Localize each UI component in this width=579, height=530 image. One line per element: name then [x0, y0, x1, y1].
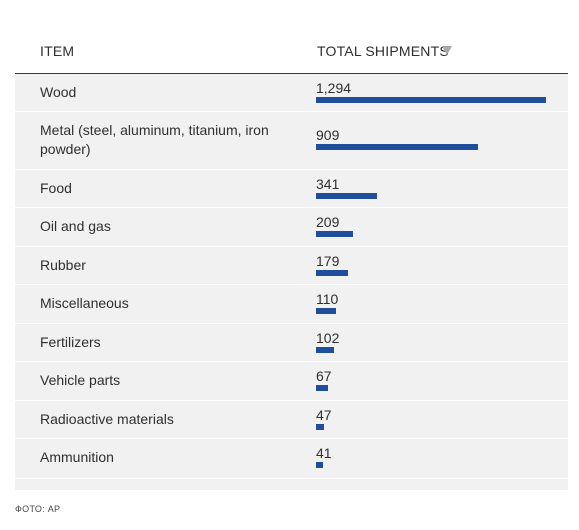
table-row: Oil and gas 209: [15, 208, 568, 247]
shipments-table: ITEM TOTAL SHIPMENTS Wood 1,294 Metal (ste…: [15, 14, 568, 490]
column-header-item: ITEM: [40, 43, 75, 59]
item-label: Fertilizers: [40, 334, 101, 350]
shipment-value-label: 110: [316, 291, 339, 307]
shipment-bar: [316, 347, 334, 353]
shipment-value-label: 341: [316, 176, 340, 192]
item-label: Rubber: [40, 257, 86, 273]
shipment-bar: [316, 462, 323, 468]
shipment-value-label: 909: [316, 127, 340, 143]
table-row: Radioactive materials 47: [15, 401, 568, 439]
photo-credit: ФОТО: AP: [15, 504, 61, 514]
shipment-bar: [316, 308, 336, 314]
column-header-total-shipments[interactable]: TOTAL SHIPMENTS: [317, 43, 449, 59]
shipment-bar: [316, 144, 478, 150]
shipment-bar: [316, 193, 377, 199]
table-row: Ammunition 41: [15, 439, 568, 479]
shipment-value-label: 102: [316, 330, 340, 346]
shipment-bar: [316, 424, 324, 430]
item-label: Ammunition: [40, 449, 114, 465]
table-row: Wood 1,294: [15, 74, 568, 112]
item-label: Vehicle parts: [40, 372, 121, 388]
table-row: Metal (steel, aluminum, titanium, iron p…: [15, 112, 568, 170]
shipment-bar: [316, 231, 353, 237]
shipment-value-label: 209: [316, 214, 340, 230]
table-row: Vehicle parts 67: [15, 362, 568, 401]
shipment-bar: [316, 270, 348, 276]
table-row: Fertilizers 102: [15, 324, 568, 362]
shipment-value-label: 41: [316, 445, 332, 461]
sort-descending-icon[interactable]: [442, 46, 452, 55]
item-label: Radioactive materials: [40, 411, 174, 427]
item-label: Wood: [40, 84, 77, 100]
shipment-value-label: 179: [316, 253, 340, 269]
item-label: Food: [40, 180, 72, 196]
table-row: Miscellaneous 110: [15, 285, 568, 324]
shipment-bar: [316, 97, 546, 103]
table-row: Food 341: [15, 170, 568, 208]
shipment-value-label: 67: [316, 368, 332, 384]
item-label: Oil and gas: [40, 218, 111, 234]
table-header: ITEM TOTAL SHIPMENTS: [15, 14, 568, 74]
item-label: Miscellaneous: [40, 295, 129, 311]
item-label: Metal (steel, aluminum, titanium, iron p…: [40, 122, 269, 157]
shipment-value-label: 1,294: [316, 80, 352, 96]
shipment-bar: [316, 385, 328, 391]
shipment-value-label: 47: [316, 407, 332, 423]
table-row: Rubber 179: [15, 247, 568, 285]
